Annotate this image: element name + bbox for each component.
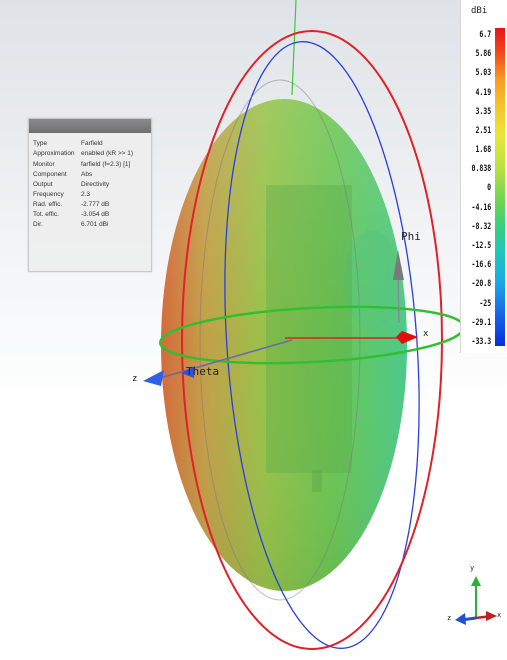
info-table: Type Farfield Approximation enabled (kR >> …: [33, 139, 133, 230]
info-key: Type: [33, 140, 48, 148]
info-key: Monitor: [33, 160, 55, 168]
antenna-feed: [312, 470, 322, 492]
theta-arrow: [181, 366, 195, 378]
color-scale-legend: dBi 6.7 5.86 5.03 4.19 3.35 2.51 1.68 0.838 0 -4.…: [460, 0, 507, 353]
mini-z-arrow: [455, 613, 466, 625]
info-row: Tot. effic. -3.054 dB: [33, 210, 133, 220]
mini-z-label: z: [447, 614, 452, 622]
mini-y-arrow: [471, 576, 481, 586]
info-row: Output Directivity: [33, 179, 133, 189]
legend-tick-label: 4.19: [475, 86, 491, 97]
legend-tick-label: 6.7: [479, 29, 491, 39]
x-axis-arrow: [396, 331, 418, 344]
mini-x-arrow: [486, 611, 497, 621]
grey-meridian: [199, 79, 361, 601]
legend-tick-label: 3.35: [475, 105, 491, 116]
lobe-side-bulge: [344, 230, 400, 330]
info-value: 6.701 dBi: [81, 221, 109, 229]
legend-tick-label: 5.86: [475, 48, 491, 59]
phi-label: Phi: [401, 230, 421, 243]
info-key: Rad. effic.: [33, 200, 63, 208]
legend-tick-label: -33.3: [471, 335, 491, 346]
legend-tick-label: 2.51: [475, 124, 491, 135]
info-value: 2.3: [81, 190, 91, 198]
phi-circle: [224, 41, 420, 649]
info-row: Frequency 2.3: [33, 189, 133, 199]
info-key: Frequency: [33, 190, 64, 198]
mini-x-label: x: [497, 611, 502, 619]
legend-tick-label: 5.03: [475, 67, 491, 78]
legend-tick-label: -12.5: [471, 239, 491, 250]
antenna-substrate: [266, 185, 352, 473]
farfield-info-panel: Type Farfield Approximation enabled (kR >> …: [28, 118, 152, 272]
info-panel-header: [29, 119, 151, 133]
info-row: Rad. effic. -2.777 dB: [33, 199, 133, 209]
phi-arrow-shaft: [397, 271, 400, 324]
info-row: Dir. 6.701 dBi: [33, 220, 133, 230]
info-key: Tot. effic.: [33, 210, 59, 218]
info-value: -3.054 dB: [81, 210, 110, 218]
theta-circle: [181, 30, 443, 650]
legend-tick-label: -8.32: [471, 220, 491, 231]
legend-tick-label: 1.68: [475, 144, 491, 155]
legend-tick-label: -25: [479, 297, 491, 308]
legend-unit: dBi: [471, 6, 488, 16]
lobe-shading: [161, 99, 407, 591]
info-value: enabled (kR >> 1): [81, 150, 134, 158]
info-key: Output: [33, 180, 53, 188]
legend-tick-label: 0.838: [471, 163, 491, 174]
info-value: -2.777 dB: [81, 200, 110, 208]
info-row: Approximation enabled (kR >> 1): [33, 149, 133, 159]
y-axis-line: [291, 0, 297, 96]
info-row: Monitor farfield (f=2.3) [1]: [33, 159, 133, 169]
z-axis-label: z: [132, 374, 138, 384]
info-value: Farfield: [81, 140, 103, 148]
info-value: Directivity: [81, 180, 110, 188]
info-value: farfield (f=2.3) [1]: [81, 160, 131, 168]
mini-y-label: y: [470, 564, 475, 572]
info-key: Approximation: [33, 150, 75, 158]
phi-arrow-head: [393, 250, 404, 280]
info-row: Component Abs: [33, 169, 133, 179]
z-axis-line: [159, 339, 293, 379]
z-axis-arrow: [143, 370, 164, 386]
info-key: Dir.: [33, 221, 43, 229]
legend-tick-label: -20.8: [471, 278, 491, 289]
legend-color-bar: [495, 28, 505, 346]
legend-tick-label: -29.1: [471, 316, 491, 327]
legend-tick-label: -16.6: [471, 259, 491, 270]
info-key: Component: [33, 170, 67, 178]
x-axis-label: x: [423, 329, 429, 339]
info-row: Type Farfield: [33, 139, 133, 149]
legend-tick-label: -4.16: [471, 201, 491, 212]
legend-tick-label: 0: [487, 182, 491, 193]
info-value: Abs: [81, 170, 93, 178]
theta-label: Theta: [186, 365, 220, 378]
